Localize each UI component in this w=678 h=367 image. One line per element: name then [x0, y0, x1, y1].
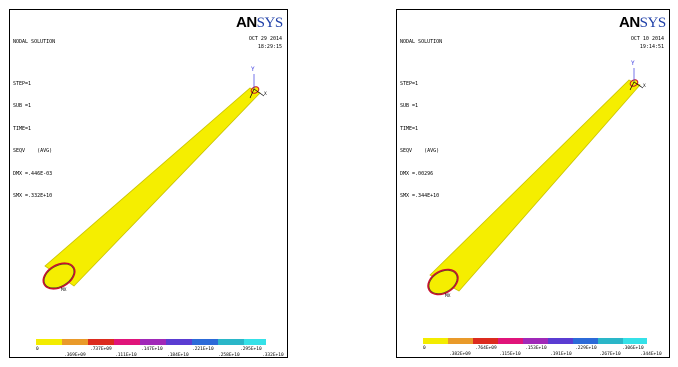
beam-body — [429, 79, 641, 292]
legend-swatch — [140, 339, 166, 345]
legend-swatch — [62, 339, 88, 345]
legend-tick-label: .184E+10 — [167, 353, 189, 358]
info-line: STEP=1 — [400, 80, 419, 87]
legend-swatch — [573, 338, 598, 344]
info-line: SMX =.344E+10 — [400, 193, 440, 199]
legend-tick-label: .111E+10 — [115, 353, 137, 358]
legend-swatch — [473, 338, 498, 344]
beam-body — [44, 87, 261, 287]
legend-tick-label: .344E+10 — [640, 352, 662, 357]
ansys-result-window-right: NODAL SOLUTION STEP=1 SUB =1 TIME=1 SEQV… — [396, 9, 670, 358]
beam-base-ellipse — [42, 262, 76, 290]
info-line: DMX =.00296 — [400, 170, 434, 177]
info-line: SMX =.332E+10 — [13, 193, 53, 199]
info-line: SEQV (AVG) — [13, 148, 53, 154]
info-line: SEQV (AVG) — [400, 148, 440, 154]
legend-swatch — [598, 338, 623, 344]
time-text: 19:14:51 — [639, 44, 664, 50]
legend-colorbar — [423, 338, 647, 344]
legend-tick-label: .191E+10 — [550, 352, 572, 357]
legend-min-label: 0 — [36, 347, 39, 352]
legend-tick-label: .153E+10 — [525, 346, 547, 351]
legend-tick-label: .258E+10 — [218, 353, 240, 358]
legend-tick-label: .382E+09 — [449, 352, 471, 357]
legend-tick-label: .147E+10 — [141, 347, 163, 352]
solution-info: NODAL SOLUTION STEP=1 SUB =1 TIME=1 SEQV… — [400, 24, 442, 216]
legend-swatch — [88, 339, 114, 345]
timestamp: OCT 10 2014 19:14:51 — [631, 35, 664, 51]
ansys-logo: ANSYS — [236, 14, 283, 31]
legend-tick-label: .229E+10 — [575, 346, 597, 351]
info-line: DMX =.446E-03 — [13, 170, 53, 177]
stress-plot-canvas — [423, 68, 647, 344]
legend-swatch — [448, 338, 473, 344]
legend-swatch — [498, 338, 523, 344]
info-line: NODAL SOLUTION — [13, 39, 56, 45]
solution-info: NODAL SOLUTION STEP=1 SUB =1 TIME=1 SEQV… — [13, 24, 55, 216]
axis-z-line — [629, 81, 635, 91]
time-text: 18:29:15 — [257, 44, 282, 50]
axis-z-line — [249, 88, 255, 99]
legend-tick-label: .306E+10 — [622, 346, 644, 351]
info-line: SUB =1 — [13, 103, 32, 109]
axis-y-label: Y — [631, 60, 635, 67]
beam-tip-ellipse — [629, 79, 639, 87]
legend-colorbar — [36, 339, 266, 345]
beam-base-outline — [428, 270, 458, 294]
info-line: SUB =1 — [400, 103, 419, 109]
legend-tick-label: .764E+09 — [475, 346, 497, 351]
info-line: TIME=1 — [400, 125, 419, 132]
info-line: STEP=1 — [13, 80, 32, 87]
legend-swatch — [114, 339, 140, 345]
axis-x-label: X — [264, 92, 267, 97]
legend-swatch — [36, 339, 62, 345]
timestamp: OCT 29 2014 18:29:15 — [249, 35, 282, 51]
legend-tick-label: .115E+10 — [499, 352, 521, 357]
legend-swatch — [166, 339, 192, 345]
max-marker-label: MX — [61, 288, 67, 293]
ansys-logo: ANSYS — [619, 14, 666, 31]
axis-x-line — [633, 81, 644, 89]
info-line: TIME=1 — [13, 125, 32, 132]
axis-x-label: X — [643, 84, 646, 89]
legend-tick-label: .332E+10 — [262, 353, 284, 358]
legend-tick-label: .737E+09 — [90, 347, 112, 352]
legend-swatch — [244, 339, 266, 345]
legend-tick-label: .267E+10 — [599, 352, 621, 357]
max-marker-label: MX — [445, 294, 451, 299]
legend-swatch — [218, 339, 244, 345]
legend-swatch — [548, 338, 573, 344]
date-text: OCT 29 2014 — [248, 36, 282, 42]
axis-y-label: Y — [251, 66, 255, 73]
date-text: OCT 10 2014 — [630, 36, 664, 42]
legend-swatch — [423, 338, 448, 344]
legend-tick-label: .221E+10 — [192, 347, 214, 352]
legend-swatch — [523, 338, 548, 344]
legend-swatch — [192, 339, 218, 345]
stress-plot-canvas — [36, 74, 266, 345]
legend-swatch — [623, 338, 647, 344]
beam-base-outline — [44, 263, 74, 289]
legend-tick-label: .295E+10 — [240, 347, 262, 352]
legend-tick-label: .369E+09 — [64, 353, 86, 358]
info-line: NODAL SOLUTION — [400, 39, 443, 45]
axis-x-line — [253, 88, 265, 97]
ansys-result-window-left: NODAL SOLUTION STEP=1 SUB =1 TIME=1 SEQV… — [9, 9, 288, 358]
legend-min-label: 0 — [423, 346, 426, 351]
beam-base-ellipse — [427, 268, 459, 296]
